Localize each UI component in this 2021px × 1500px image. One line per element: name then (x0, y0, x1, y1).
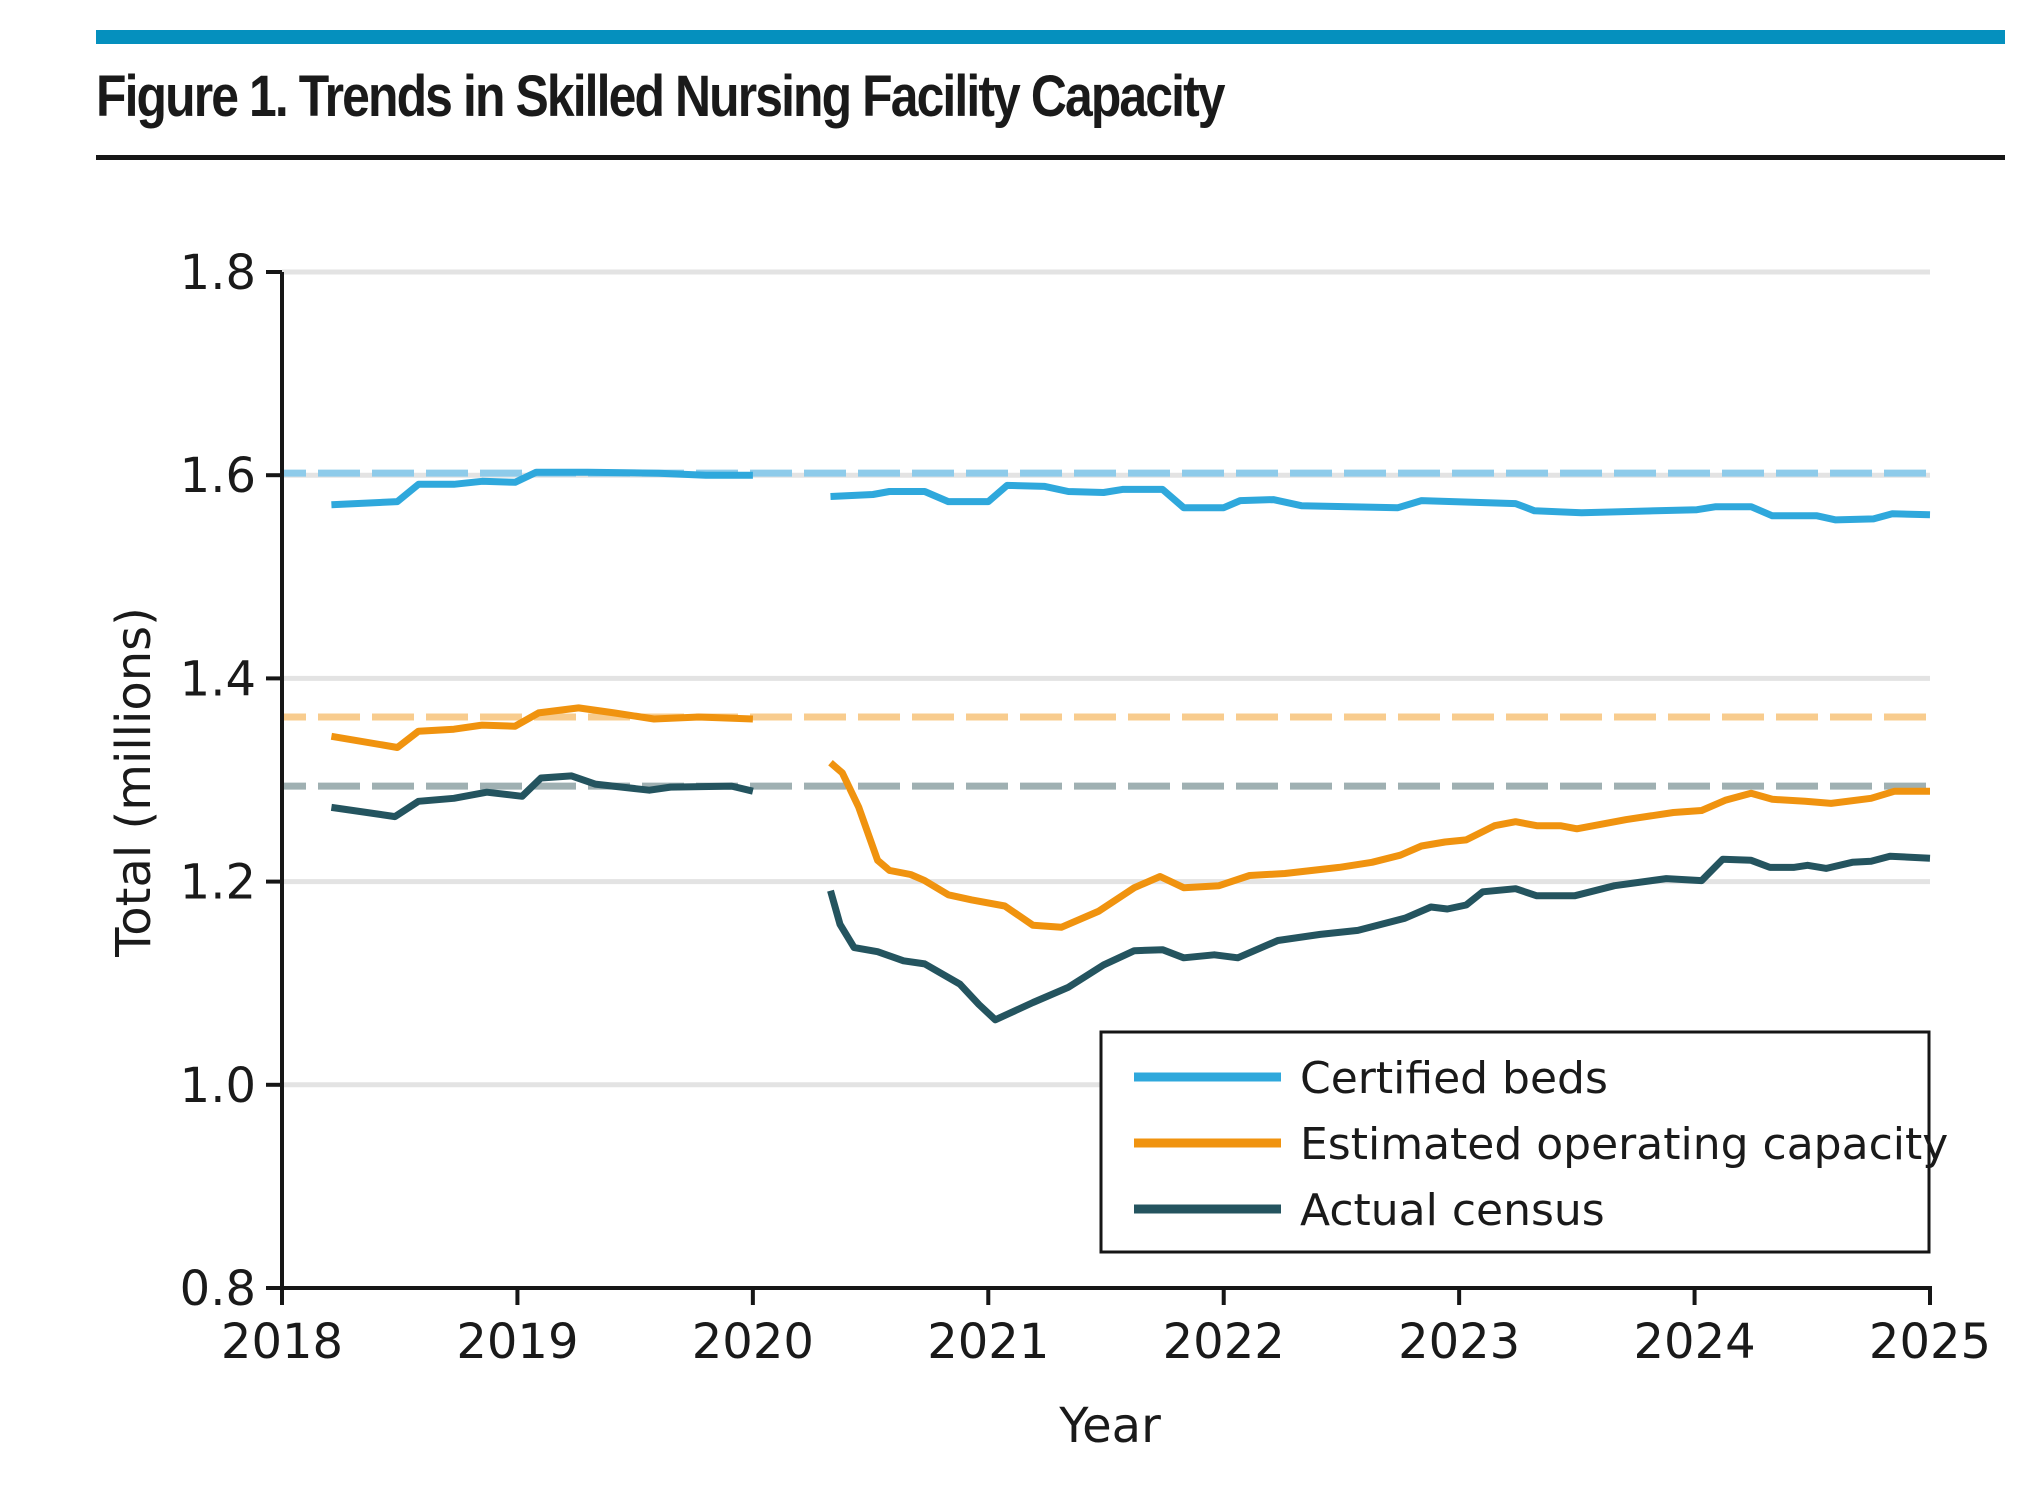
reference-lines (282, 469, 1930, 790)
figure-accent-bar (96, 30, 2005, 44)
x-tick-label: 2023 (1398, 1314, 1520, 1370)
x-tick-label: 2018 (221, 1314, 343, 1370)
legend-label: Estimated operating capacity (1300, 1119, 1948, 1170)
y-tick-label: 1.0 (180, 1058, 256, 1114)
x-axis-title: Year (1058, 1398, 1161, 1454)
x-tick-label: 2022 (1163, 1314, 1285, 1370)
series-line-certified-beds (830, 481, 1931, 524)
series-line-actual-census (330, 772, 754, 821)
title-rule (96, 155, 2005, 160)
x-tick-label: 2025 (1869, 1314, 1991, 1370)
x-tick-label: 2020 (692, 1314, 814, 1370)
y-tick-label: 1.6 (180, 448, 256, 504)
series-line-estimated-operating-capacity (828, 760, 1930, 931)
y-tick-label: 1.2 (180, 855, 256, 911)
x-ticks: 2018 2019 2020 2021 2022 2023 2024 2025 (221, 1288, 1991, 1370)
legend-label: Actual census (1300, 1185, 1605, 1236)
y-axis-title: Total (millions) (106, 607, 162, 958)
axes (280, 272, 1932, 1290)
series-line-estimated-operating-capacity (330, 704, 754, 751)
figure-title: Figure 1. Trends in Skilled Nursing Faci… (96, 64, 1226, 129)
y-tick-label: 0.8 (180, 1261, 256, 1317)
y-tick-label: 1.4 (180, 651, 256, 707)
legend-label: Certified beds (1300, 1053, 1608, 1104)
x-tick-label: 2021 (927, 1314, 1049, 1370)
y-tick-label: 1.8 (180, 245, 256, 301)
series-line-certified-beds (331, 468, 753, 509)
x-tick-label: 2024 (1633, 1314, 1755, 1370)
series-lines (330, 468, 1931, 1024)
y-ticks: 0.8 1.0 1.2 1.4 1.6 1.8 (180, 245, 282, 1317)
series-line-actual-census (827, 852, 1931, 1024)
legend: Certified beds Estimated operating capaci… (1099, 1030, 1948, 1254)
x-tick-label: 2019 (456, 1314, 578, 1370)
